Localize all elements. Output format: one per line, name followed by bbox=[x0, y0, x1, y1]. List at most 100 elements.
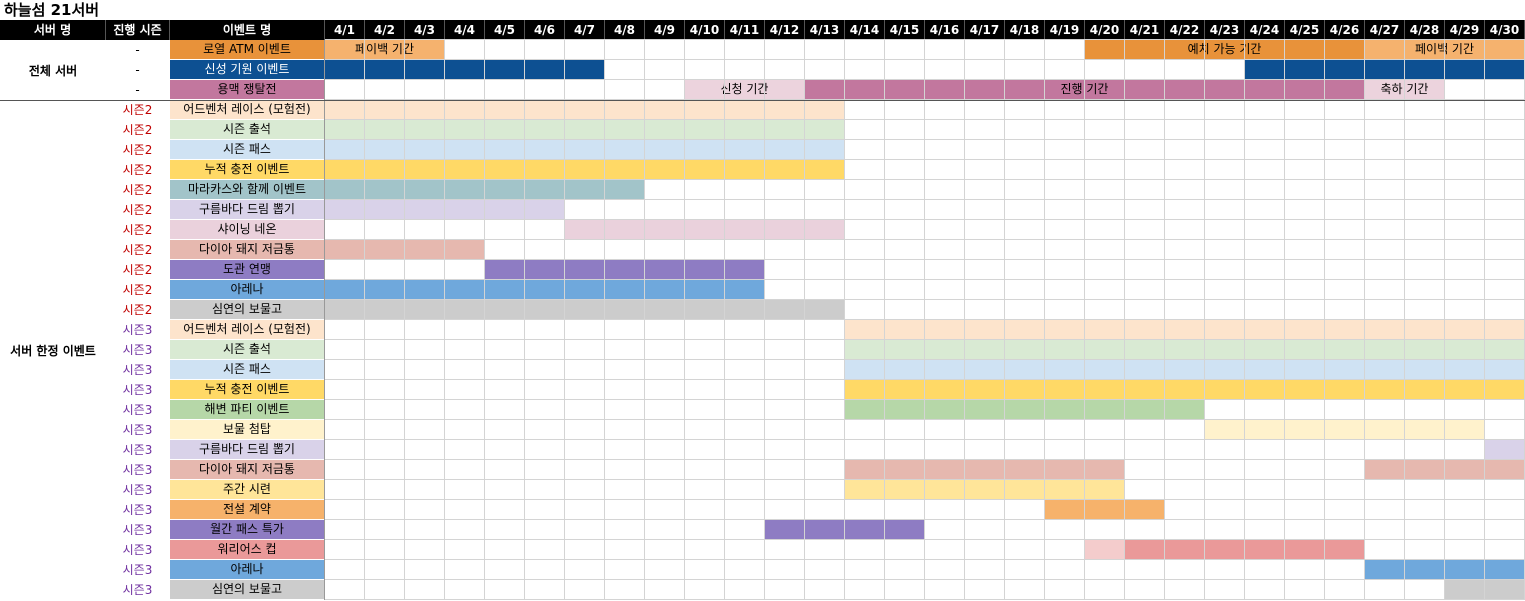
event-name[interactable]: 시즌 출석 bbox=[170, 340, 324, 359]
event-name[interactable]: 월간 패스 특가 bbox=[170, 520, 324, 539]
grid-line-vertical bbox=[1164, 40, 1165, 600]
grid-line-vertical bbox=[564, 40, 565, 600]
header-event: 이벤트 명 bbox=[170, 20, 325, 40]
event-period-bar: 예치 가능 기간 bbox=[1085, 40, 1364, 59]
grid-line-vertical bbox=[804, 40, 805, 600]
season-cell: 시즌3 bbox=[122, 443, 153, 457]
season-cell: 시즌3 bbox=[122, 383, 153, 397]
event-name[interactable]: 심연의 보물고 bbox=[170, 300, 324, 319]
event-period-bar bbox=[845, 360, 1524, 379]
grid-line-horizontal bbox=[325, 599, 1525, 600]
grid-line-vertical bbox=[1364, 40, 1365, 600]
grid-line-vertical bbox=[724, 40, 725, 600]
event-name[interactable]: 해변 파티 이벤트 bbox=[170, 400, 324, 419]
season-cell: - bbox=[135, 63, 140, 77]
grid-line-vertical bbox=[844, 40, 845, 600]
grid-line-vertical bbox=[884, 40, 885, 600]
event-name[interactable]: 시즌 패스 bbox=[170, 360, 324, 379]
event-period-bar bbox=[485, 260, 764, 279]
event-period-bar bbox=[1205, 420, 1484, 439]
event-name[interactable]: 다이아 돼지 저금통 bbox=[170, 460, 324, 479]
event-name[interactable]: 어드벤처 레이스 (모험전) bbox=[170, 100, 324, 119]
event-name[interactable]: 구름바다 드림 뽑기 bbox=[170, 200, 324, 219]
grid-line-horizontal bbox=[325, 79, 1525, 80]
header-day: 4/30 bbox=[1485, 20, 1525, 40]
event-name[interactable]: 어드벤처 레이스 (모험전) bbox=[170, 320, 324, 339]
header-day: 4/13 bbox=[805, 20, 845, 40]
grid-line-horizontal bbox=[325, 559, 1525, 560]
event-period-bar bbox=[845, 400, 1204, 419]
sheet-title: 하늘섬 21서버 bbox=[4, 1, 100, 19]
header-day: 4/21 bbox=[1125, 20, 1165, 40]
season-cell: 시즌3 bbox=[122, 463, 153, 477]
grid-line-vertical bbox=[1444, 40, 1445, 600]
season-cell: 시즌3 bbox=[122, 363, 153, 377]
event-name[interactable]: 아레나 bbox=[170, 560, 324, 579]
header-day: 4/22 bbox=[1165, 20, 1205, 40]
season-cell: 시즌3 bbox=[122, 543, 153, 557]
header-day: 4/29 bbox=[1445, 20, 1485, 40]
season-cell: 시즌2 bbox=[122, 203, 153, 217]
event-period-bar bbox=[325, 280, 764, 299]
header-server: 서버 명 bbox=[0, 20, 106, 40]
event-name[interactable]: 시즌 패스 bbox=[170, 140, 324, 159]
event-name[interactable]: 누적 충전 이벤트 bbox=[170, 160, 324, 179]
header-day: 4/8 bbox=[605, 20, 645, 40]
event-period-bar bbox=[845, 460, 1124, 479]
event-name[interactable]: 보물 첨탑 bbox=[170, 420, 324, 439]
event-name[interactable]: 워리어스 컵 bbox=[170, 540, 324, 559]
header-day: 4/1 bbox=[325, 20, 365, 40]
event-name[interactable]: 마라카스와 함께 이벤트 bbox=[170, 180, 324, 199]
season-cell: 시즌3 bbox=[122, 563, 153, 577]
grid-line-horizontal bbox=[325, 59, 1525, 60]
header-day: 4/24 bbox=[1245, 20, 1285, 40]
grid-line-horizontal bbox=[325, 99, 1525, 100]
event-period-bar bbox=[325, 300, 844, 319]
grid-line-vertical bbox=[604, 40, 605, 600]
group-separator bbox=[0, 100, 1525, 101]
grid-line-horizontal bbox=[325, 139, 1525, 140]
event-name[interactable]: 샤이닝 네온 bbox=[170, 220, 324, 239]
header-day: 4/6 bbox=[525, 20, 565, 40]
event-name[interactable]: 신성 기원 이벤트 bbox=[170, 60, 324, 79]
event-name[interactable]: 구름바다 드림 뽑기 bbox=[170, 440, 324, 459]
event-period-bar bbox=[845, 320, 1524, 339]
season-cell: 시즌3 bbox=[122, 523, 153, 537]
season-cell: 시즌3 bbox=[122, 423, 153, 437]
event-name[interactable]: 도관 연맹 bbox=[170, 260, 324, 279]
event-name[interactable]: 심연의 보물고 bbox=[170, 580, 324, 599]
header-day: 4/3 bbox=[405, 20, 445, 40]
event-name[interactable]: 시즌 출석 bbox=[170, 120, 324, 139]
season-cell: 시즌3 bbox=[122, 483, 153, 497]
grid-line-vertical bbox=[924, 40, 925, 600]
grid-line-vertical bbox=[764, 40, 765, 600]
header-day: 4/16 bbox=[925, 20, 965, 40]
event-name[interactable]: 아레나 bbox=[170, 280, 324, 299]
event-period-bar: 신청 기간 bbox=[685, 80, 804, 99]
grid-line-vertical bbox=[684, 40, 685, 600]
grid-line-vertical bbox=[1244, 40, 1245, 600]
event-name[interactable]: 주간 시련 bbox=[170, 480, 324, 499]
event-period-bar bbox=[1045, 500, 1164, 519]
grid-line-horizontal bbox=[325, 419, 1525, 420]
event-name[interactable]: 용맥 쟁탈전 bbox=[170, 80, 324, 99]
grid-line-horizontal bbox=[325, 459, 1525, 460]
grid-line-horizontal bbox=[325, 539, 1525, 540]
event-name[interactable]: 전설 계약 bbox=[170, 500, 324, 519]
server-group-label: 전체 서버 bbox=[28, 63, 78, 78]
header-day: 4/2 bbox=[365, 20, 405, 40]
event-period-bar bbox=[1245, 60, 1524, 79]
event-name[interactable]: 다이아 돼지 저금통 bbox=[170, 240, 324, 259]
season-cell: 시즌2 bbox=[122, 123, 153, 137]
event-period-bar bbox=[325, 160, 844, 179]
event-period-bar bbox=[845, 380, 1524, 399]
server-group-label: 서버 한정 이벤트 bbox=[10, 343, 96, 358]
event-name[interactable]: 로열 ATM 이벤트 bbox=[170, 40, 324, 59]
grid-line-vertical bbox=[444, 40, 445, 600]
event-name[interactable]: 누적 충전 이벤트 bbox=[170, 380, 324, 399]
grid-line-horizontal bbox=[325, 199, 1525, 200]
header-day: 4/7 bbox=[565, 20, 605, 40]
grid-line-horizontal bbox=[325, 319, 1525, 320]
event-period-bar bbox=[325, 60, 604, 79]
